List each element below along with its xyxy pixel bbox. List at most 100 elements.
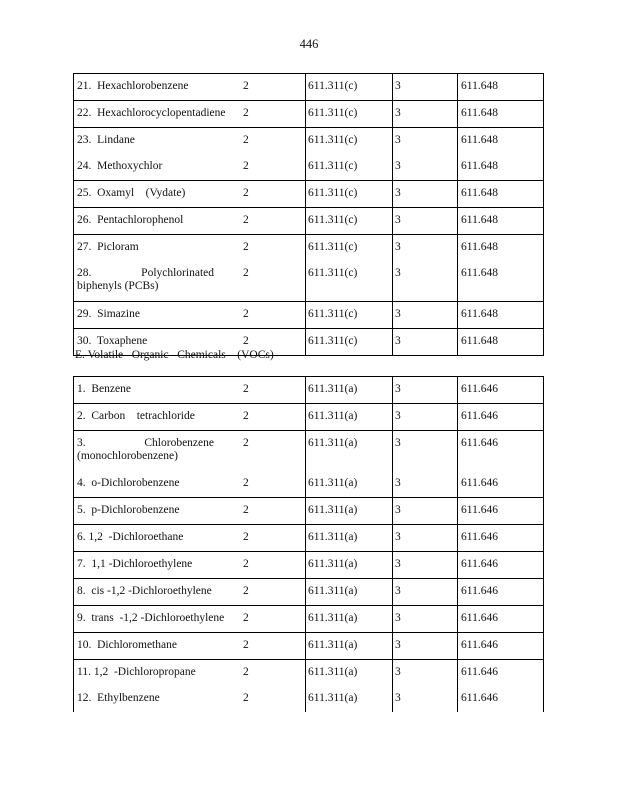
column-divider (305, 606, 306, 632)
contaminant-name: 21. Hexachlorobenzene (77, 80, 189, 92)
column-divider (457, 498, 458, 524)
table-row: 26. Pentachlorophenol 2 611.311(c) 3 611.648 (74, 208, 543, 234)
page-number: 446 (299, 37, 319, 51)
column-divider (305, 302, 306, 328)
column-divider (457, 579, 458, 605)
column-divider (392, 377, 393, 403)
column-divider (305, 208, 306, 234)
column-3-citation: 611.311(c) (308, 187, 358, 199)
column-3-citation: 611.311(a) (308, 477, 358, 489)
column-4-value: 3 (395, 214, 401, 226)
table-cell-group: 27. Picloram 2 611.311(c) 3 611.648 28. Polyc… (73, 234, 544, 301)
column-divider (457, 235, 458, 301)
column-2-value: 2 (243, 504, 249, 516)
column-5-citation: 611.646 (461, 437, 498, 449)
table-cell-group: 3. Chlorobenzene (monochlorobenzene) 2 611… (73, 430, 544, 497)
contaminant-name: 29. Simazine (77, 308, 140, 320)
column-3-citation: 611.311(a) (308, 692, 358, 704)
table-row: 27. Picloram 2 611.311(c) 3 611.648 (74, 235, 543, 261)
column-3-citation: 611.311(a) (308, 585, 358, 597)
column-5-citation: 611.648 (461, 107, 498, 119)
contaminant-name: 12. Ethylbenzene (77, 692, 160, 704)
contaminant-name: 28. Polychlorinated biphenyls (PCBs) (77, 267, 214, 292)
column-2-value: 2 (243, 187, 249, 199)
column-3-citation: 611.311(c) (308, 134, 358, 146)
table-row: 10. Dichloromethane 2 611.311(a) 3 611.646 (74, 633, 543, 659)
column-5-citation: 611.648 (461, 335, 498, 347)
column-3-citation: 611.311(c) (308, 308, 358, 320)
column-divider (392, 606, 393, 632)
column-divider (305, 128, 306, 180)
column-3-citation: 611.311(a) (308, 666, 358, 678)
column-divider (457, 606, 458, 632)
contaminant-name: 1. Benzene (77, 383, 131, 395)
column-divider (392, 74, 393, 100)
column-divider (457, 329, 458, 355)
table-row: 9. trans -1,2 -Dichloroethylene 2 611.311(… (74, 606, 543, 632)
column-3-citation: 611.311(c) (308, 241, 358, 253)
column-5-citation: 611.646 (461, 585, 498, 597)
column-divider (392, 404, 393, 430)
table-row: 11. 1,2 -Dichloropropane 2 611.311(a) 3 611.… (74, 660, 543, 686)
column-4-value: 3 (395, 134, 401, 146)
column-5-citation: 611.646 (461, 383, 498, 395)
voc-table: 1. Benzene 2 611.311(a) 3 611.646 2. Carbon t… (73, 376, 544, 712)
contaminant-name: 2. Carbon tetrachloride (77, 410, 195, 422)
column-2-value: 2 (243, 437, 249, 449)
table-cell-group: 6. 1,2 -Dichloroethane 2 611.311(a) 3 611.64… (73, 524, 544, 551)
column-4-value: 3 (395, 241, 401, 253)
table-cell-group: 21. Hexachlorobenzene 2 611.311(c) 3 611.648 (73, 73, 544, 100)
column-divider (305, 329, 306, 355)
column-2-value: 2 (243, 558, 249, 570)
table-row: 24. Methoxychlor 2 611.311(c) 3 611.648 (74, 154, 543, 180)
table-cell-group: 10. Dichloromethane 2 611.311(a) 3 611.646 (73, 632, 544, 659)
column-4-value: 3 (395, 267, 401, 279)
column-3-citation: 611.311(a) (308, 410, 358, 422)
column-2-value: 2 (243, 160, 249, 172)
table-row: 28. Polychlorinated biphenyls (PCBs) 2 611… (74, 261, 543, 301)
column-divider (305, 235, 306, 301)
column-divider (392, 128, 393, 180)
column-divider (305, 181, 306, 207)
column-5-citation: 611.648 (461, 160, 498, 172)
column-2-value: 2 (243, 241, 249, 253)
table-row: 4. o-Dichlorobenzene 2 611.311(a) 3 611.646 (74, 471, 543, 497)
column-5-citation: 611.648 (461, 80, 498, 92)
table-cell-group: 9. trans -1,2 -Dichloroethylene 2 611.311(… (73, 605, 544, 632)
column-divider (392, 208, 393, 234)
column-divider (457, 74, 458, 100)
column-2-value: 2 (243, 639, 249, 651)
column-3-citation: 611.311(c) (308, 267, 358, 279)
column-divider (305, 552, 306, 578)
table-row: 23. Lindane 2 611.311(c) 3 611.648 (74, 128, 543, 154)
column-3-citation: 611.311(a) (308, 383, 358, 395)
column-4-value: 3 (395, 666, 401, 678)
table-row: 5. p-Dichlorobenzene 2 611.311(a) 3 611.646 (74, 498, 543, 524)
column-4-value: 3 (395, 692, 401, 704)
table-row: 29. Simazine 2 611.311(c) 3 611.648 (74, 302, 543, 328)
column-4-value: 3 (395, 612, 401, 624)
column-3-citation: 611.311(a) (308, 504, 358, 516)
column-5-citation: 611.646 (461, 410, 498, 422)
column-divider (457, 208, 458, 234)
column-4-value: 3 (395, 107, 401, 119)
column-5-citation: 611.646 (461, 692, 498, 704)
table-row: 12. Ethylbenzene 2 611.311(a) 3 611.646 (74, 686, 543, 712)
table-cell-group: 25. Oxamyl (Vydate) 2 611.311(c) 3 611.648 (73, 180, 544, 207)
column-4-value: 3 (395, 383, 401, 395)
column-divider (392, 633, 393, 659)
column-2-value: 2 (243, 308, 249, 320)
column-2-value: 2 (243, 383, 249, 395)
column-divider (305, 579, 306, 605)
table-row: 3. Chlorobenzene (monochlorobenzene) 2 611… (74, 431, 543, 471)
column-4-value: 3 (395, 639, 401, 651)
column-3-citation: 611.311(a) (308, 558, 358, 570)
column-divider (457, 404, 458, 430)
column-3-citation: 611.311(a) (308, 612, 358, 624)
contaminant-name: 7. 1,1 -Dichloroethylene (77, 558, 193, 570)
column-2-value: 2 (243, 585, 249, 597)
column-3-citation: 611.311(a) (308, 437, 358, 449)
column-divider (305, 404, 306, 430)
table-cell-group: 5. p-Dichlorobenzene 2 611.311(a) 3 611.646 (73, 497, 544, 524)
column-4-value: 3 (395, 335, 401, 347)
